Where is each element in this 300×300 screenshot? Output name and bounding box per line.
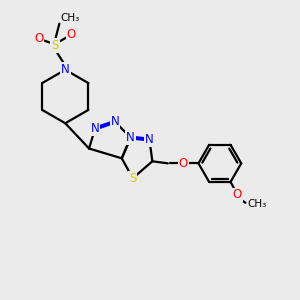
Text: N: N [91, 122, 99, 135]
Text: O: O [179, 157, 188, 170]
Text: N: N [145, 133, 154, 146]
Text: O: O [67, 28, 76, 40]
Text: CH₃: CH₃ [247, 199, 266, 209]
Text: CH₃: CH₃ [61, 13, 80, 23]
Text: N: N [126, 131, 135, 144]
Text: N: N [61, 63, 70, 76]
Text: N: N [111, 115, 119, 128]
Text: O: O [34, 32, 43, 45]
Text: S: S [129, 172, 136, 185]
Text: S: S [51, 39, 58, 52]
Text: O: O [233, 188, 242, 202]
